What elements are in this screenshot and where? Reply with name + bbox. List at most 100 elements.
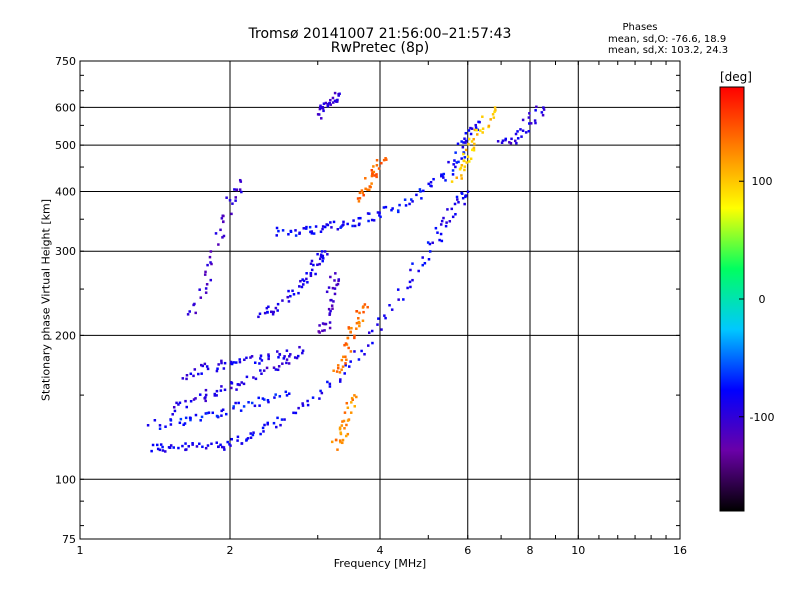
- data-point: [328, 312, 332, 315]
- data-point: [238, 188, 242, 191]
- data-point: [456, 198, 459, 201]
- data-point: [299, 279, 302, 283]
- data-point: [277, 229, 280, 233]
- data-point: [378, 211, 381, 214]
- data-point: [368, 185, 372, 188]
- data-point: [297, 406, 300, 410]
- data-point: [319, 230, 323, 233]
- data-point: [476, 133, 479, 136]
- data-point: [236, 383, 240, 386]
- data-point: [409, 285, 412, 289]
- data-point: [322, 109, 325, 113]
- data-point: [390, 308, 394, 311]
- data-point: [370, 168, 374, 172]
- data-point: [231, 202, 234, 205]
- data-point: [542, 106, 545, 109]
- data-point: [274, 368, 278, 371]
- data-point: [520, 135, 523, 138]
- data-point: [329, 98, 332, 102]
- data-point: [421, 263, 424, 267]
- colorbar-tick-label: 0: [759, 293, 766, 306]
- data-point: [384, 205, 388, 209]
- data-point: [276, 309, 279, 312]
- data-point: [362, 310, 365, 314]
- data-point: [335, 370, 339, 373]
- data-point: [326, 253, 329, 256]
- colorbar: -100 0 100: [719, 86, 774, 512]
- data-point: [221, 236, 224, 239]
- data-point: [455, 176, 458, 179]
- data-point: [339, 378, 342, 381]
- data-point: [454, 151, 457, 154]
- data-point: [220, 414, 223, 417]
- data-point: [411, 262, 414, 265]
- data-point: [327, 307, 331, 311]
- data-point: [249, 436, 253, 439]
- data-point: [385, 158, 388, 161]
- data-point: [245, 356, 248, 360]
- data-point: [254, 377, 258, 381]
- data-point: [209, 278, 213, 282]
- data-point: [328, 321, 332, 324]
- data-point: [325, 290, 329, 294]
- data-point: [286, 295, 289, 299]
- data-point: [236, 439, 239, 442]
- data-point: [199, 363, 203, 367]
- data-point: [328, 385, 332, 388]
- data-point: [275, 226, 279, 230]
- data-point: [312, 232, 316, 235]
- data-point: [450, 207, 454, 211]
- data-point: [327, 102, 331, 105]
- data-point: [357, 317, 360, 320]
- data-point: [333, 292, 337, 296]
- data-point: [225, 412, 228, 416]
- data-point: [346, 336, 350, 340]
- data-point: [257, 315, 260, 319]
- data-point: [383, 314, 386, 317]
- data-point: [501, 139, 505, 142]
- data-point: [285, 358, 289, 361]
- data-point: [510, 137, 513, 141]
- data-point: [375, 158, 379, 162]
- data-point: [336, 448, 339, 451]
- data-point: [284, 390, 288, 394]
- data-point: [319, 254, 323, 258]
- data-point: [287, 233, 290, 236]
- data-point: [378, 214, 381, 217]
- data-point: [305, 277, 308, 281]
- data-point: [333, 99, 337, 103]
- data-point: [439, 232, 443, 236]
- data-point: [183, 422, 187, 425]
- data-point: [198, 442, 201, 446]
- data-point: [474, 126, 478, 129]
- data-point: [193, 302, 196, 306]
- y-tick-label: 100: [55, 473, 76, 486]
- data-point: [440, 173, 443, 176]
- data-point: [336, 366, 340, 370]
- data-point: [334, 272, 337, 275]
- data-point: [366, 212, 370, 215]
- data-point: [252, 431, 255, 434]
- data-point: [339, 226, 342, 229]
- data-point: [342, 419, 346, 423]
- data-point: [397, 210, 400, 214]
- data-point: [493, 106, 497, 109]
- data-point: [259, 357, 262, 360]
- data-point: [215, 394, 218, 397]
- data-point: [328, 382, 332, 386]
- data-point: [280, 418, 284, 421]
- data-point: [382, 158, 386, 162]
- data-point: [440, 174, 443, 178]
- data-point: [220, 217, 224, 220]
- data-point: [362, 305, 365, 308]
- data-point: [178, 401, 182, 405]
- data-point: [272, 421, 276, 425]
- data-point: [390, 208, 393, 212]
- data-point: [470, 127, 474, 130]
- data-point: [341, 420, 344, 423]
- data-point: [327, 286, 331, 289]
- data-point: [337, 278, 341, 281]
- data-point: [458, 168, 462, 171]
- data-point: [541, 113, 545, 117]
- data-point: [344, 434, 348, 438]
